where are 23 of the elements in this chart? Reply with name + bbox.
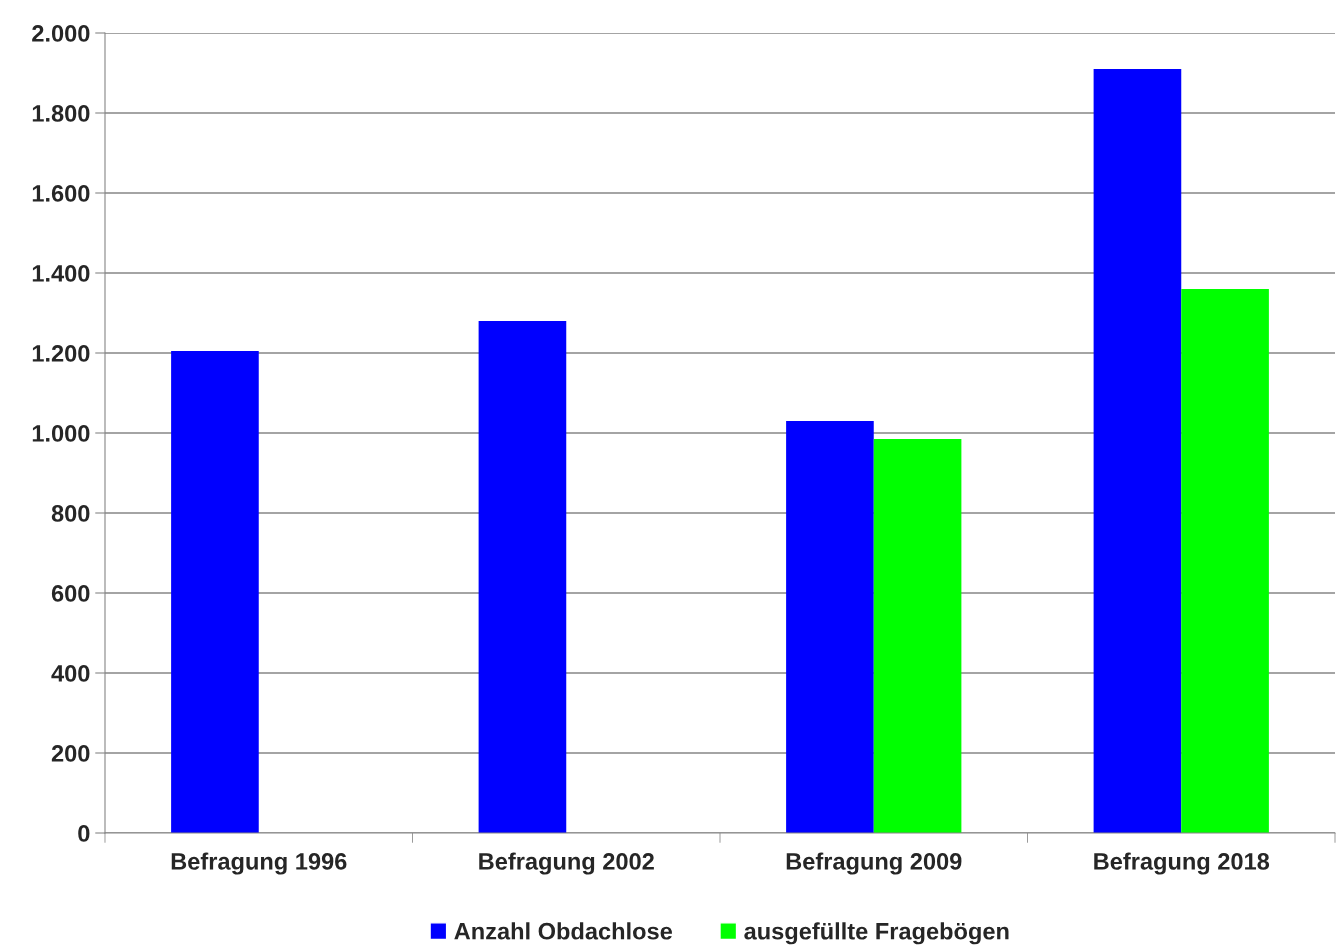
- x-tick-label: Befragung 2018: [1094, 852, 1270, 875]
- bar: [786, 421, 874, 833]
- y-tick-label: 1.600: [32, 185, 90, 202]
- bar: [171, 351, 259, 833]
- y-tick-label: 1.800: [32, 105, 90, 122]
- y-tick-label: 400: [51, 665, 90, 682]
- y-tick-label: 200: [51, 745, 90, 762]
- bar: [873, 439, 962, 833]
- legend-label: ausgefüllte Fragebögen: [744, 922, 1009, 945]
- y-tick-label: 800: [51, 505, 90, 522]
- bar: [478, 321, 567, 833]
- y-tick-label: 2.000: [32, 25, 90, 42]
- y-tick-label: 1.000: [32, 425, 90, 442]
- legend-label: Anzahl Obdachlose: [454, 922, 672, 940]
- x-tick-label: Befragung 1996: [171, 852, 347, 875]
- x-tick-label: Befragung 2009: [786, 852, 962, 875]
- y-tick-label: 0: [78, 825, 90, 842]
- x-tick-label: Befragung 2002: [479, 852, 654, 875]
- y-tick-label: 600: [51, 585, 90, 602]
- bar: [1093, 69, 1182, 833]
- y-tick-label: 1.200: [32, 345, 90, 362]
- y-tick-label: 1.400: [32, 265, 90, 282]
- bar: [1181, 289, 1269, 833]
